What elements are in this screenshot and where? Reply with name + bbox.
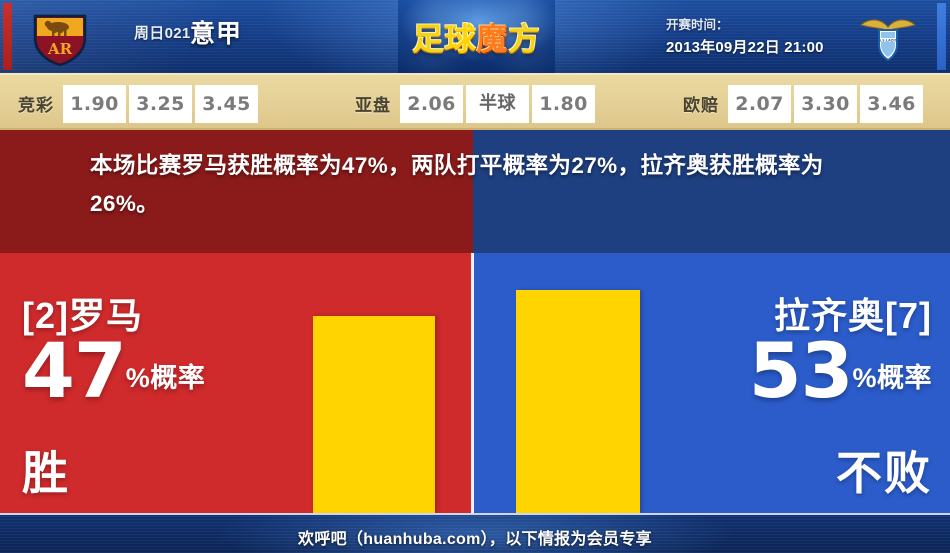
home-probability-value: 47 <box>22 326 127 415</box>
odds-cell-yapan-handicap[interactable]: 半球 <box>466 84 529 123</box>
summary-band-right-bg <box>473 130 950 253</box>
summary-band-left-bg <box>0 130 473 253</box>
odds-cell-jingcai-away[interactable]: 3.45 <box>195 84 258 123</box>
odds-cell-jingcai-draw[interactable]: 3.25 <box>129 84 192 123</box>
match-number: 周日021 <box>134 25 191 42</box>
header-right-blue-stripe <box>937 3 946 70</box>
away-team-name: 拉齐奥[7] <box>774 295 932 336</box>
away-probability: 53 %概率 <box>632 326 932 415</box>
odds-cell-yapan-away[interactable]: 1.80 <box>532 84 595 123</box>
home-probability: 47 %概率 <box>22 326 302 415</box>
odds-bar: 竞彩 1.90 3.25 3.45 亚盘 2.06 半球 1.80 欧赔 2.0… <box>0 73 950 130</box>
footer-bar: 欢呼吧（huanhuba.com），以下情报为会员专享 <box>0 513 950 553</box>
odds-cell-jingcai-home[interactable]: 1.90 <box>63 84 126 123</box>
kickoff-time: 2013年09月22日 21:00 <box>666 39 824 56</box>
odds-label-jingcai: 竞彩 <box>18 96 54 115</box>
odds-group-yapan: 亚盘 2.06 半球 1.80 <box>355 75 598 132</box>
home-probability-suffix: %概率 <box>125 363 206 394</box>
odds-cell-oupei-away[interactable]: 3.46 <box>860 84 923 123</box>
svg-text:S.S.LAZIO: S.S.LAZIO <box>879 39 898 43</box>
home-team-name: [2]罗马 <box>22 295 143 336</box>
lazio-crest-icon: S.S.LAZIO <box>859 11 917 65</box>
summary-band: 本场比赛罗马获胜概率为47%，两队打平概率为27%，拉齐奥获胜概率为26%。 <box>0 130 950 253</box>
away-outcome-label: 不败 <box>836 447 932 499</box>
logo-text-part2: 魔 <box>476 22 509 58</box>
odds-label-oupei: 欧赔 <box>683 96 719 115</box>
site-logo[interactable]: 足球魔方 <box>398 0 555 73</box>
home-outcome-label: 胜 <box>22 447 70 499</box>
panel-divider <box>471 253 474 513</box>
odds-group-oupei: 欧赔 2.07 3.30 3.46 <box>683 75 926 132</box>
svg-text:AR: AR <box>47 40 73 58</box>
summary-text: 本场比赛罗马获胜概率为47%，两队打平概率为27%，拉齐奥获胜概率为26%。 <box>90 153 824 216</box>
odds-label-yapan: 亚盘 <box>355 96 391 115</box>
home-probability-bar <box>313 316 435 513</box>
footer-text: 欢呼吧（huanhuba.com），以下情报为会员专享 <box>298 531 652 548</box>
as-roma-crest-icon: AR <box>31 9 89 67</box>
away-probability-value: 53 <box>748 326 854 415</box>
match-header: AR 周日021 意甲 足球魔方 开赛时间： 2013年09月22日 21:00… <box>0 0 950 73</box>
odds-cell-oupei-draw[interactable]: 3.30 <box>794 84 857 123</box>
odds-group-jingcai: 竞彩 1.90 3.25 3.45 <box>18 75 261 132</box>
odds-cell-yapan-home[interactable]: 2.06 <box>400 84 463 123</box>
kickoff-label: 开赛时间： <box>666 18 729 32</box>
away-probability-bar <box>516 290 640 513</box>
header-left-red-stripe <box>3 3 12 70</box>
logo-text-part3: 方 <box>508 22 541 58</box>
away-probability-suffix: %概率 <box>852 363 932 394</box>
league-name: 意甲 <box>190 20 243 48</box>
odds-cell-oupei-home[interactable]: 2.07 <box>728 84 791 123</box>
logo-text-part1: 足球 <box>412 22 477 58</box>
